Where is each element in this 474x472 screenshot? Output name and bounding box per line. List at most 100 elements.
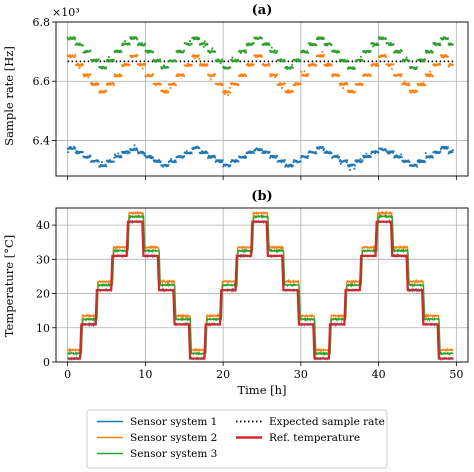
data-point xyxy=(405,84,408,87)
data-point xyxy=(264,44,267,46)
data-point xyxy=(96,83,98,86)
data-point xyxy=(400,153,403,156)
data-point xyxy=(396,49,399,52)
data-point xyxy=(210,49,213,52)
data-point xyxy=(168,60,171,63)
data-point xyxy=(429,73,432,76)
data-point xyxy=(203,42,206,45)
data-point xyxy=(442,38,445,41)
data-point xyxy=(288,90,291,93)
data-point xyxy=(99,165,102,168)
data-point xyxy=(296,58,299,61)
data-point xyxy=(350,90,353,92)
data-point xyxy=(424,49,427,52)
data-point xyxy=(428,155,430,158)
data-point xyxy=(122,152,125,154)
data-point xyxy=(295,59,298,62)
data-point xyxy=(427,73,430,76)
data-point xyxy=(139,151,142,154)
data-point xyxy=(419,159,422,162)
data-point xyxy=(105,60,108,63)
data-point xyxy=(426,74,429,77)
data-point xyxy=(315,152,318,155)
data-point xyxy=(413,164,416,167)
data-point xyxy=(178,74,181,77)
data-point xyxy=(237,160,240,163)
data-point xyxy=(437,62,440,65)
data-point xyxy=(117,155,120,157)
data-point xyxy=(281,87,283,89)
data-point xyxy=(426,49,429,52)
data-point xyxy=(238,50,240,53)
data-point xyxy=(300,156,303,159)
data-point xyxy=(103,66,106,69)
data-point xyxy=(413,163,416,166)
data-point xyxy=(317,38,319,41)
data-point xyxy=(336,155,338,158)
data-point xyxy=(366,75,369,77)
data-point xyxy=(118,51,121,54)
data-point xyxy=(286,65,288,68)
data-point xyxy=(264,42,267,45)
data-point xyxy=(388,150,391,153)
data-point xyxy=(302,74,305,77)
data-point xyxy=(192,55,195,58)
data-point xyxy=(280,83,283,86)
data-point xyxy=(452,43,454,46)
data-point xyxy=(385,56,387,58)
data-point xyxy=(256,54,258,57)
data-point xyxy=(356,160,359,163)
data-point xyxy=(275,51,278,54)
data-point xyxy=(219,59,221,62)
data-point xyxy=(346,59,349,62)
data-point xyxy=(183,75,186,78)
data-point xyxy=(367,154,369,157)
data-point xyxy=(201,43,204,46)
data-point xyxy=(359,58,362,61)
legend-frame xyxy=(86,409,388,469)
data-point xyxy=(262,63,265,65)
data-point xyxy=(117,74,120,77)
data-point xyxy=(84,50,86,53)
data-point xyxy=(299,160,302,163)
data-point xyxy=(414,91,417,94)
data-point xyxy=(311,43,314,46)
data-point xyxy=(192,147,195,150)
data-point xyxy=(325,151,328,154)
data-point xyxy=(187,43,190,45)
data-point xyxy=(424,161,427,164)
data-point xyxy=(194,36,196,39)
data-point xyxy=(307,51,310,54)
data-point xyxy=(189,152,192,155)
data-point xyxy=(174,159,177,162)
data-point xyxy=(117,152,120,155)
data-point xyxy=(158,60,161,63)
data-point xyxy=(222,89,225,92)
data-point xyxy=(361,84,363,87)
data-point xyxy=(276,50,279,52)
data-point xyxy=(373,150,376,153)
data-point xyxy=(438,42,441,45)
data-point xyxy=(437,42,440,45)
data-point xyxy=(289,164,292,167)
data-point xyxy=(90,83,93,86)
data-point xyxy=(67,151,70,154)
data-point xyxy=(315,64,318,67)
data-point xyxy=(218,83,220,86)
data-point xyxy=(429,70,431,73)
data-point xyxy=(441,38,443,41)
data-point xyxy=(376,63,379,65)
data-point xyxy=(121,150,124,153)
data-point xyxy=(417,83,419,86)
data-point xyxy=(188,44,191,47)
data-point xyxy=(118,75,121,78)
data-point xyxy=(305,73,308,76)
data-point xyxy=(344,159,347,162)
data-point xyxy=(354,164,356,167)
data-point xyxy=(447,146,449,149)
data-point xyxy=(73,36,76,39)
data-point xyxy=(201,64,203,67)
data-point xyxy=(261,55,263,58)
data-point xyxy=(283,159,286,161)
